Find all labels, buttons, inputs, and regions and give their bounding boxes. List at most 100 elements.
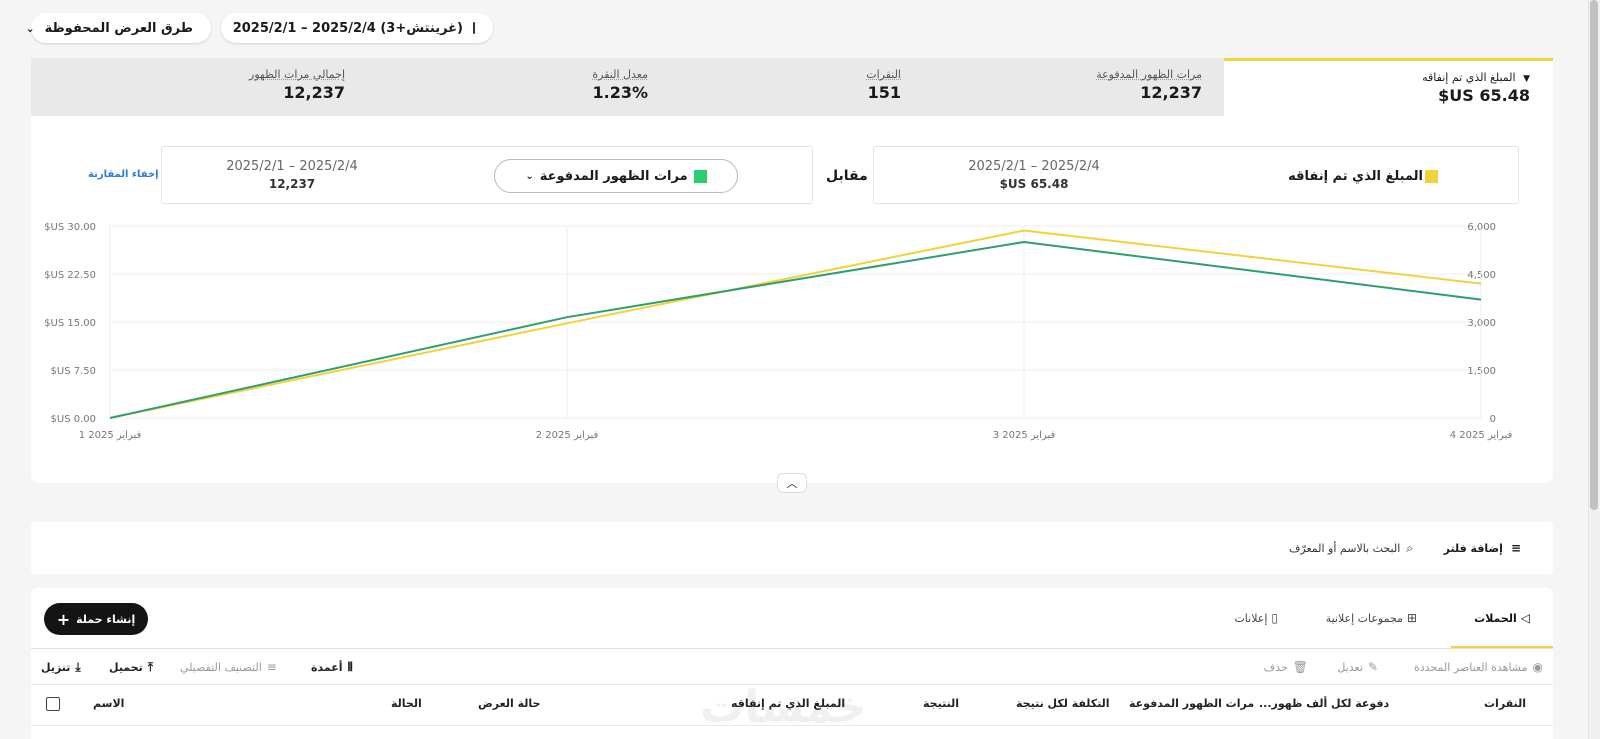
date-range-label: 2025/2/1 – 2025/2/4 (غرينتش+3) xyxy=(232,20,463,36)
y-right-tick-label: 4,500 xyxy=(1467,270,1496,281)
column-header-cpm[interactable]: ...دفوعة لكل ألف ظهور xyxy=(1259,697,1390,710)
column-header-result[interactable]: النتيجة xyxy=(923,697,959,710)
tab-label: إعلانات xyxy=(1234,611,1268,625)
metric-ctr[interactable]: معدل النقرة 1.23% xyxy=(351,58,648,116)
tabs-divider xyxy=(31,648,1553,649)
create-campaign-button[interactable]: + إنشاء حملة xyxy=(44,603,148,635)
chevron-up-icon: ︿ xyxy=(786,477,798,490)
upload-button[interactable]: تحميل ⤒ xyxy=(109,660,153,675)
tab-ads[interactable]: إعلانات ▯ xyxy=(1234,611,1278,625)
scrollbar-thumb[interactable] xyxy=(1590,0,1598,510)
filter-bar: إضافة فلتر ≡ البحث بالاسم أو المعرّف ⌕ xyxy=(31,522,1553,574)
chevron-down-icon: ⌄ xyxy=(25,21,35,35)
view-selected-label: مشاهدة العناصر المحددة xyxy=(1414,660,1528,674)
metric-value: 12,237 xyxy=(1140,83,1202,102)
hide-comparison-link[interactable]: إخفاء المقارنة xyxy=(88,169,159,180)
y-right-tick-label: 1,500 xyxy=(1467,366,1496,377)
megaphone-icon: ◁ xyxy=(1520,611,1530,625)
column-header-spend[interactable]: المبلغ الذي تم إنفاقه xyxy=(731,697,846,710)
collapse-chart-button[interactable]: ︿ xyxy=(777,473,807,493)
tab-campaigns[interactable]: الحملات ◁ xyxy=(1474,611,1530,625)
tab-label: مجموعات إعلانية xyxy=(1325,611,1403,625)
metric-total-impressions[interactable]: إجمالي مرات الظهور 12,237 xyxy=(71,58,345,116)
secondary-date: 2025/2/1 – 2025/2/4 xyxy=(226,159,358,174)
y-right-tick-label: 0 xyxy=(1490,414,1496,425)
metric-value: 12,237 xyxy=(283,83,345,102)
column-header-delivery[interactable]: حالة العرض xyxy=(478,697,541,710)
chevron-down-icon: ⌄ xyxy=(525,170,534,182)
breakdown-label: التصنيف التفصيلي xyxy=(180,660,262,674)
columns-label: أعمدة xyxy=(311,661,343,674)
y-left-tick-label: $US 15.00 xyxy=(44,318,96,329)
delete-button[interactable]: حذف 🗑 xyxy=(1264,660,1308,674)
tab-ad-groups[interactable]: مجموعات إعلانية ⊞ xyxy=(1326,611,1417,625)
secondary-metric-box: ⌄ مرات الظهور المدفوعة 2025/2/1 – 2025/2… xyxy=(161,146,813,204)
metric-paid-impressions[interactable]: مرات الظهور المدفوعة 12,237 xyxy=(924,58,1202,116)
search-input[interactable]: البحث بالاسم أو المعرّف ⌕ xyxy=(1289,541,1413,556)
download-label: تنزيل xyxy=(41,661,71,674)
x-tick-label: 4 فبراير 2025 xyxy=(1450,430,1513,441)
metric-label: مرات الظهور المدفوعة xyxy=(1096,68,1202,81)
delete-label: حذف xyxy=(1263,660,1288,674)
add-filter-button[interactable]: إضافة فلتر ≡ xyxy=(1444,541,1521,555)
add-filter-label: إضافة فلتر xyxy=(1443,541,1503,555)
header-divider xyxy=(31,684,1553,685)
caret-down-icon: ▼ xyxy=(1523,74,1530,84)
upload-icon: ⤒ xyxy=(147,660,154,674)
date-range-picker[interactable]: 2025/2/1 – 2025/2/4 (غرينتش+3) xyxy=(221,13,493,43)
saved-views-dropdown[interactable]: ⌄ طرق العرض المحفوظة xyxy=(25,13,211,43)
active-tab-underline xyxy=(1451,646,1553,648)
metric-label: النقرات xyxy=(866,68,901,81)
secondary-metric-label: مرات الظهور المدفوعة xyxy=(539,168,688,184)
column-header-clicks[interactable]: النقرات xyxy=(1484,697,1526,710)
watermark-logo: خمسات xyxy=(700,682,867,733)
view-selected-button[interactable]: مشاهدة العناصر المحددة ◉ xyxy=(1414,660,1543,674)
grid-icon: ⊞ xyxy=(1406,611,1417,625)
select-all-checkbox[interactable] xyxy=(46,697,60,711)
calendar-icon xyxy=(473,22,475,34)
trash-icon: 🗑 xyxy=(1292,660,1308,674)
y-right-tick-label: 6,000 xyxy=(1467,222,1496,233)
column-header-name[interactable]: الاسم xyxy=(93,697,125,710)
y-left-tick-label: $US 30.00 xyxy=(44,222,96,233)
y-left-tick-label: $US 7.50 xyxy=(51,366,96,377)
metric-spend-value: $US 65.48 xyxy=(1438,86,1530,105)
row-divider xyxy=(31,725,1553,726)
primary-metric-box[interactable]: المبلغ الذي تم إنفاقه 2025/2/1 – 2025/2/… xyxy=(873,146,1519,204)
column-header-cost-per-result[interactable]: التكلفة لكل نتيجة xyxy=(1016,697,1110,710)
columns-button[interactable]: أعمدة ⦀ xyxy=(311,660,353,675)
pencil-icon: ✎ xyxy=(1367,660,1378,674)
secondary-swatch xyxy=(693,169,707,183)
column-header-status[interactable]: الحالة xyxy=(391,697,422,710)
secondary-metric-select[interactable]: ⌄ مرات الظهور المدفوعة xyxy=(494,159,738,193)
columns-icon: ⦀ xyxy=(347,660,353,674)
edit-label: تعديل xyxy=(1337,660,1363,674)
line-chart: $US 0.00 0 $US 7.50 1,500 $US 15.00 3,000 $US … xyxy=(44,222,1513,441)
metric-spend[interactable]: المبلغ الذي تم إنفاقه ▼ $US 65.48 xyxy=(1224,58,1553,116)
plus-icon: + xyxy=(56,609,71,629)
secondary-value: 12,237 xyxy=(268,177,316,191)
series-line-spend xyxy=(109,229,1482,419)
column-header-paid-impressions[interactable]: مرات الظهور المدفوعة xyxy=(1129,697,1255,710)
metric-clicks[interactable]: النقرات 151 xyxy=(651,58,901,116)
campaigns-panel: + إنشاء حملة الحملات ◁ مجموعات إعلانية ⊞… xyxy=(31,588,1553,739)
y-left-tick-label: $US 22.50 xyxy=(44,270,96,281)
edit-button[interactable]: تعديل ✎ xyxy=(1337,660,1378,674)
primary-metric-name: المبلغ الذي تم إنفاقه xyxy=(1288,169,1438,184)
metric-value: 151 xyxy=(867,83,901,102)
breakdown-icon: ≡ xyxy=(266,660,277,674)
breakdown-button[interactable]: التصنيف التفصيلي ≡ xyxy=(180,660,277,674)
create-campaign-label: إنشاء حملة xyxy=(76,612,136,626)
page-scrollbar[interactable] xyxy=(1588,0,1600,739)
tab-label: الحملات xyxy=(1474,611,1517,625)
download-button[interactable]: تنزيل ⤓ xyxy=(41,660,81,675)
primary-date: 2025/2/1 – 2025/2/4 xyxy=(968,159,1100,174)
download-icon: ⤓ xyxy=(75,660,81,674)
metric-spend-label-text: المبلغ الذي تم إنفاقه xyxy=(1422,71,1516,84)
series-line-paid-impressions xyxy=(109,240,1482,419)
search-placeholder: البحث بالاسم أو المعرّف xyxy=(1289,542,1401,555)
metric-label: إجمالي مرات الظهور xyxy=(249,68,345,81)
primary-swatch xyxy=(1425,170,1438,183)
upload-label: تحميل xyxy=(109,661,143,674)
